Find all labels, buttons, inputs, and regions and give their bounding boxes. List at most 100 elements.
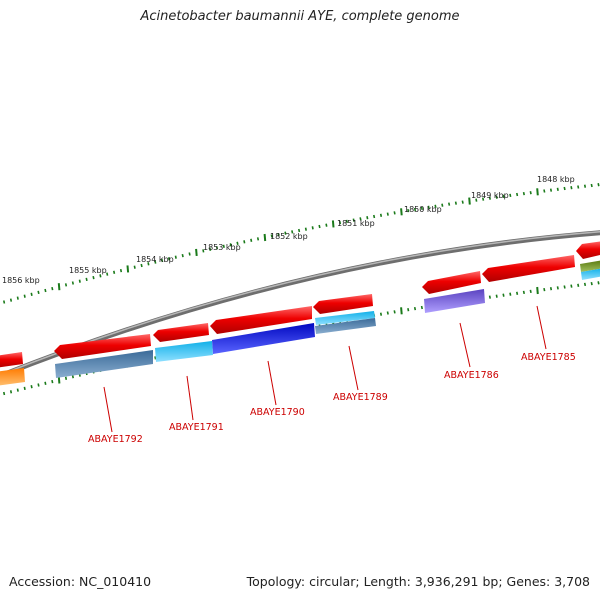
inner-tick xyxy=(44,381,47,385)
gene-label-abaye1790[interactable]: ABAYE1790 xyxy=(250,407,305,418)
outer-tick xyxy=(284,231,287,235)
inner-tick xyxy=(413,306,417,311)
cyan-gene-1[interactable] xyxy=(155,341,213,362)
forward-gene-2[interactable] xyxy=(54,334,151,359)
forward-gene-1[interactable] xyxy=(0,352,23,368)
gene-label-leaders xyxy=(103,305,547,433)
inner-tick xyxy=(393,310,396,314)
forward-gene-5[interactable] xyxy=(313,294,373,314)
inner-tick xyxy=(556,286,559,290)
outer-tick xyxy=(167,257,171,261)
outer-tick xyxy=(147,262,150,266)
scale-label: 1851 kbp xyxy=(337,219,375,228)
outer-tick xyxy=(154,260,157,264)
outer-tick xyxy=(304,227,307,231)
outer-tick xyxy=(590,183,593,188)
scale-labels: 1856 kbp 1855 kbp 1854 kbp 1853 kbp 1852 kbp… xyxy=(2,175,575,285)
inner-tick xyxy=(3,391,6,396)
gene-labels: ABAYE1792 ABAYE1791 ABAYE1790 ABAYE1789 … xyxy=(88,352,576,445)
olive-gene[interactable] xyxy=(580,260,600,272)
outer-tick xyxy=(461,200,464,204)
inner-tick xyxy=(543,287,546,292)
inner-tick xyxy=(379,312,383,316)
inner-tick xyxy=(570,284,573,288)
outer-tick xyxy=(291,230,294,234)
outer-tick xyxy=(366,216,369,220)
inner-tick xyxy=(509,292,512,296)
scale-label: 1849 kbp xyxy=(471,191,509,200)
outer-tick xyxy=(570,186,573,190)
steelblue-gene-2[interactable] xyxy=(315,318,376,334)
outer-tick xyxy=(243,240,246,244)
inner-tick xyxy=(154,356,157,360)
outer-tick xyxy=(99,274,102,278)
forward-gene-8[interactable] xyxy=(576,241,600,259)
orange-gene[interactable] xyxy=(0,368,25,386)
scale-label: 1853 kbp xyxy=(203,243,241,252)
outer-tick xyxy=(502,194,505,198)
outer-tick xyxy=(85,277,88,282)
outer-tick xyxy=(509,193,512,198)
gene-label-abaye1786[interactable]: ABAYE1786 xyxy=(444,370,499,381)
outer-tick xyxy=(263,233,267,242)
inner-tick xyxy=(51,379,54,384)
outer-tick xyxy=(133,265,136,269)
gene-label-abaye1791[interactable]: ABAYE1791 xyxy=(169,422,224,433)
inner-tick xyxy=(583,282,587,287)
blue-gene[interactable] xyxy=(212,323,315,354)
outer-tick xyxy=(427,205,430,209)
inner-tick xyxy=(64,376,68,380)
outer-tick xyxy=(318,224,321,229)
inner-tick xyxy=(495,294,498,298)
cyan-gene-2[interactable] xyxy=(315,311,375,325)
inner-tick xyxy=(577,283,580,287)
inner-tick xyxy=(597,281,600,285)
outer-tick xyxy=(454,201,457,205)
inner-tick xyxy=(536,286,539,295)
inner-tick xyxy=(9,390,13,394)
outer-tick xyxy=(563,186,566,191)
outer-tick xyxy=(549,188,553,192)
outer-tick xyxy=(250,238,253,242)
inner-tick xyxy=(400,307,403,315)
purple-gene[interactable] xyxy=(424,289,485,313)
outer-tick xyxy=(400,208,403,216)
outer-tick xyxy=(325,223,328,227)
outer-tick xyxy=(448,202,451,206)
inner-tick xyxy=(37,383,40,387)
outer-tick xyxy=(113,270,116,274)
gene-label-abaye1792[interactable]: ABAYE1792 xyxy=(88,434,143,445)
forward-gene-4[interactable] xyxy=(210,306,312,334)
outer-tick xyxy=(106,272,109,276)
forward-gene-3[interactable] xyxy=(153,323,209,342)
outer-tick xyxy=(188,252,191,256)
gene-label-abaye1789[interactable]: ABAYE1789 xyxy=(333,392,388,403)
outer-tick xyxy=(23,294,26,298)
outer-tick xyxy=(441,203,444,207)
outer-tick xyxy=(64,283,68,287)
forward-gene-7[interactable] xyxy=(482,255,575,282)
gene-label-abaye1785[interactable]: ABAYE1785 xyxy=(521,352,576,363)
outer-tick xyxy=(181,253,184,258)
outer-tick xyxy=(475,198,478,202)
outer-tick xyxy=(140,263,143,268)
scale-label: 1850 kbp xyxy=(404,205,442,214)
outer-tick xyxy=(215,246,219,250)
outer-tick xyxy=(236,241,239,245)
scale-label: 1856 kbp xyxy=(2,276,40,285)
outer-tick xyxy=(434,204,437,208)
reverse-strand-genes xyxy=(0,260,600,386)
cyan-gene-3[interactable] xyxy=(581,268,600,280)
inner-tick xyxy=(30,385,33,389)
outer-tick xyxy=(359,217,362,221)
outer-tick xyxy=(311,226,314,230)
outer-tick xyxy=(37,290,40,295)
inner-tick xyxy=(57,376,61,384)
outer-tick xyxy=(9,298,13,302)
steelblue-gene[interactable] xyxy=(55,350,153,378)
outer-tick xyxy=(556,187,559,191)
scale-label: 1848 kbp xyxy=(537,175,575,184)
outer-tick xyxy=(352,218,355,222)
forward-gene-6[interactable] xyxy=(422,271,481,294)
